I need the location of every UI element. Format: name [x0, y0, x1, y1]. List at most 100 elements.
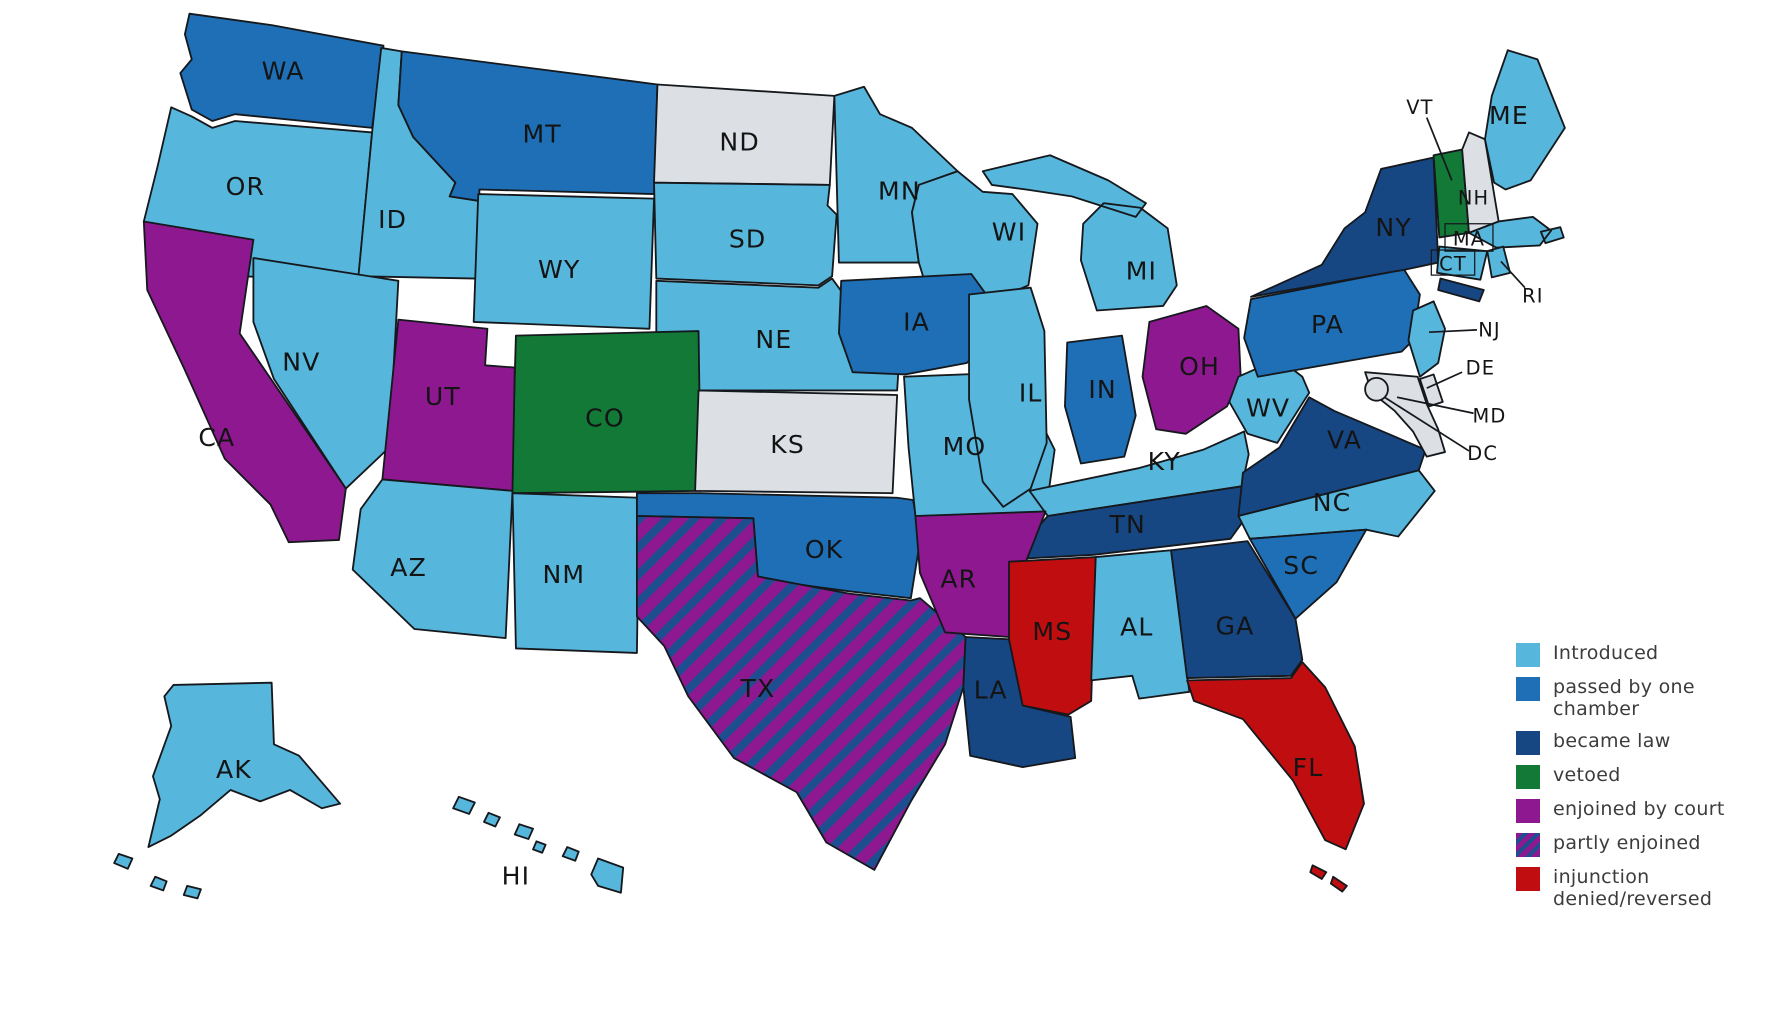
state-label-al: AL: [1120, 613, 1153, 642]
state-nj: [1407, 300, 1446, 378]
legend-swatch-passed_one_chamber: [1516, 677, 1540, 701]
legend-swatch-introduced: [1516, 643, 1540, 667]
label-box-ma: [1444, 223, 1494, 252]
legend-item-partly_enjoined: partly enjoined: [1516, 832, 1756, 857]
state-pa: [1243, 268, 1421, 378]
state-label-pa: PA: [1311, 310, 1344, 339]
state-wa: [179, 12, 385, 129]
state-label-nj: NJ: [1478, 319, 1501, 342]
state-label-nh: NH: [1458, 186, 1489, 209]
state-label-il: IL: [1019, 378, 1043, 407]
state-oh: [1141, 305, 1242, 435]
legend-item-enjoined: enjoined by court: [1516, 798, 1756, 823]
state-label-mo: MO: [943, 432, 987, 461]
state-label-sc: SC: [1283, 551, 1319, 580]
state-label-mi: MI: [1126, 256, 1157, 285]
state-label-me: ME: [1489, 101, 1529, 130]
legend-label-passed_one_chamber: passed by one chamber: [1553, 676, 1695, 721]
state-label-wa: WA: [262, 57, 305, 86]
state-ak: [113, 681, 342, 900]
state-label-vt: VT: [1406, 96, 1433, 119]
legend-label-introduced: Introduced: [1553, 642, 1659, 664]
state-label-ny: NY: [1375, 213, 1411, 242]
state-label-ga: GA: [1216, 611, 1255, 640]
state-label-la: LA: [974, 675, 1008, 704]
state-label-ri: RI: [1522, 284, 1543, 307]
legend-item-passed_one_chamber: passed by one chamber: [1516, 676, 1756, 721]
state-label-nd: ND: [719, 127, 759, 156]
state-ri: [1486, 245, 1511, 279]
state-label-ut: UT: [425, 382, 461, 411]
state-label-ia: IA: [903, 308, 930, 337]
state-label-co: CO: [585, 404, 625, 433]
legend-swatch-vetoed: [1516, 764, 1540, 789]
legend-label-partly_enjoined: partly enjoined: [1553, 831, 1701, 854]
state-ks: [694, 389, 899, 495]
state-wy: [472, 193, 655, 330]
leader-line-dc: [1384, 396, 1470, 452]
state-nh: [1461, 131, 1500, 234]
leader-line-nj: [1428, 329, 1478, 334]
state-label-ma: MA: [1453, 227, 1485, 250]
legend-label-injunction_denied: injunction denied/reversed: [1553, 865, 1713, 911]
state-label-de: DE: [1466, 356, 1495, 379]
state-label-mt: MT: [523, 119, 562, 148]
state-ca: [142, 220, 347, 544]
state-az: [351, 478, 514, 640]
state-fl: [1186, 661, 1365, 893]
state-label-hi: HI: [502, 861, 531, 890]
state-label-tn: TN: [1109, 510, 1146, 539]
state-label-or: OR: [226, 172, 265, 201]
legend-label-enjoined: enjoined by court: [1553, 797, 1725, 820]
label-box-ct: [1430, 249, 1476, 276]
state-il: [968, 286, 1048, 508]
legend-label-became_law: became law: [1553, 729, 1671, 752]
state-label-nc: NC: [1313, 488, 1352, 517]
state-label-ky: KY: [1148, 447, 1181, 476]
state-label-ks: KS: [770, 430, 805, 459]
state-label-id: ID: [378, 205, 407, 234]
state-label-az: AZ: [390, 553, 427, 582]
state-label-wv: WV: [1246, 393, 1290, 422]
state-label-ne: NE: [755, 325, 792, 354]
state-label-ok: OK: [805, 535, 844, 564]
state-label-wy: WY: [538, 255, 580, 284]
legend-swatch-enjoined: [1516, 798, 1540, 823]
state-label-ar: AR: [940, 565, 977, 594]
state-label-oh: OH: [1179, 352, 1220, 381]
state-me: [1484, 49, 1566, 191]
state-label-tx: TX: [739, 674, 775, 703]
state-in: [1064, 334, 1137, 465]
state-label-wi: WI: [992, 218, 1027, 247]
state-label-dc: DC: [1467, 442, 1498, 465]
state-label-va: VA: [1327, 425, 1362, 454]
state-ia: [838, 273, 991, 376]
state-sd: [653, 181, 838, 287]
legend: Introduced passed by one chamber became la…: [1516, 642, 1756, 920]
state-label-in: IN: [1088, 375, 1116, 404]
state-ny: [1250, 156, 1485, 303]
legend-swatch-injunction_denied: [1516, 866, 1540, 891]
state-label-ak: AK: [216, 755, 252, 784]
state-label-mn: MN: [878, 176, 921, 205]
state-label-sd: SD: [729, 224, 767, 253]
state-label-md: MD: [1473, 404, 1507, 427]
state-nm: [511, 492, 641, 654]
legend-item-injunction_denied: injunction denied/reversed: [1516, 866, 1756, 911]
state-sc: [1248, 528, 1368, 620]
state-tx: [635, 515, 967, 871]
legend-item-became_law: became law: [1516, 730, 1756, 755]
state-hi: [452, 795, 625, 894]
leader-line-de: [1426, 371, 1463, 389]
legend-item-vetoed: vetoed: [1516, 764, 1756, 789]
leader-line-vt: [1425, 117, 1453, 181]
legend-swatch-partly_enjoined: [1516, 832, 1540, 857]
state-label-ct: CT: [1439, 252, 1467, 275]
state-label-fl: FL: [1293, 753, 1324, 782]
state-mi: [981, 154, 1178, 312]
state-ga: [1170, 540, 1304, 680]
legend-label-vetoed: vetoed: [1553, 763, 1621, 786]
legend-item-introduced: Introduced: [1516, 642, 1756, 667]
